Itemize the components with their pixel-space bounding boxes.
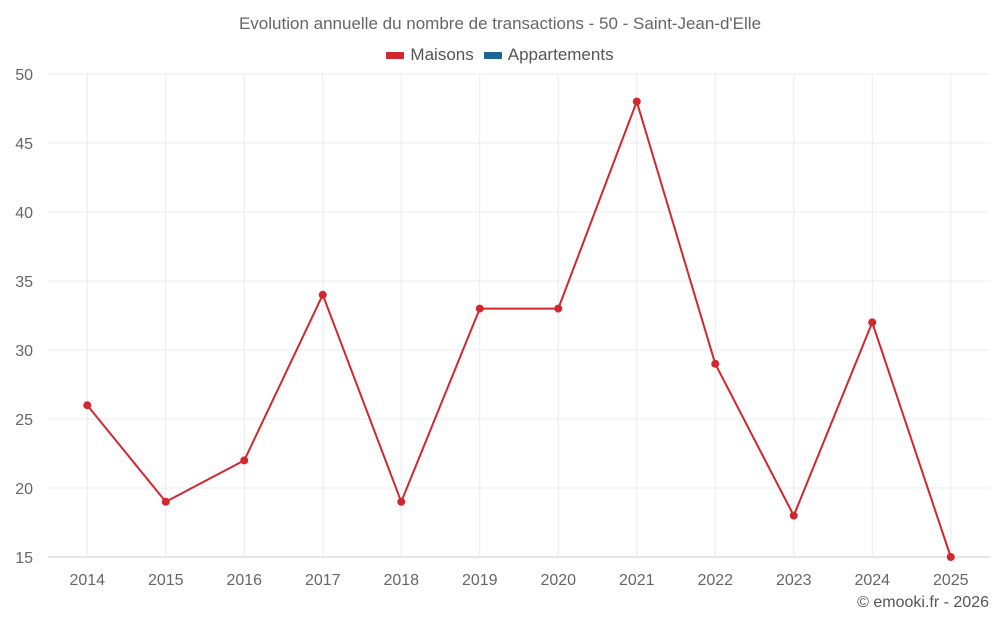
series-line-maisons bbox=[86, 100, 952, 558]
legend-label-appartements: Appartements bbox=[507, 45, 614, 64]
data-point[interactable] bbox=[554, 304, 563, 313]
data-point[interactable] bbox=[240, 456, 249, 465]
x-tick-label: 2015 bbox=[148, 572, 184, 589]
legend: Maisons Appartements bbox=[0, 45, 1000, 65]
x-tick-label: 2025 bbox=[933, 572, 969, 589]
x-tick-label: 2014 bbox=[69, 572, 105, 589]
data-point[interactable] bbox=[397, 497, 406, 506]
grid bbox=[48, 73, 990, 558]
credit-text: © emooki.fr - 2026 bbox=[857, 594, 989, 611]
data-point[interactable] bbox=[318, 290, 327, 299]
data-point[interactable] bbox=[161, 497, 170, 506]
legend-item-appartements[interactable]: Appartements bbox=[483, 45, 614, 65]
x-tick-label: 2020 bbox=[540, 572, 576, 589]
data-point[interactable] bbox=[789, 511, 798, 520]
legend-label-maisons: Maisons bbox=[410, 45, 474, 64]
x-tick-label: 2023 bbox=[776, 572, 812, 589]
legend-item-maisons[interactable]: Maisons bbox=[386, 45, 474, 65]
data-point[interactable] bbox=[632, 97, 641, 106]
legend-swatch-maisons bbox=[386, 51, 405, 59]
x-tick-label: 2019 bbox=[462, 572, 498, 589]
y-tick-label: 35 bbox=[15, 274, 33, 291]
y-tick-label: 30 bbox=[15, 343, 33, 360]
data-point[interactable] bbox=[711, 359, 720, 368]
data-point[interactable] bbox=[946, 553, 955, 561]
y-tick-label: 50 bbox=[15, 67, 33, 84]
x-tick-label: 2016 bbox=[226, 572, 262, 589]
y-tick-label: 20 bbox=[15, 481, 33, 498]
y-tick-label: 15 bbox=[15, 550, 33, 567]
data-point[interactable] bbox=[83, 401, 92, 410]
chart-title: Evolution annuelle du nombre de transact… bbox=[238, 14, 762, 33]
x-tick-label: 2021 bbox=[619, 572, 655, 589]
y-tick-label: 25 bbox=[15, 412, 33, 429]
series bbox=[83, 97, 955, 561]
x-tick-label: 2017 bbox=[305, 572, 341, 589]
legend-swatch-appartements bbox=[483, 51, 502, 59]
y-tick-label: 45 bbox=[15, 136, 33, 153]
data-point[interactable] bbox=[868, 318, 877, 327]
data-point[interactable] bbox=[475, 304, 484, 313]
x-tick-label: 2018 bbox=[383, 572, 419, 589]
x-tick-label: 2022 bbox=[697, 572, 733, 589]
y-tick-label: 40 bbox=[15, 205, 33, 222]
x-tick-label: 2024 bbox=[854, 572, 890, 589]
